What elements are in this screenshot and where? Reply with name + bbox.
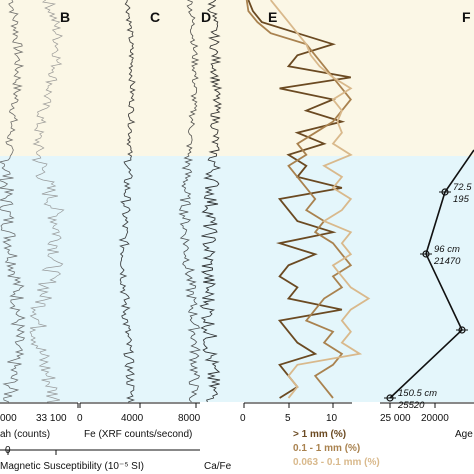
date-age-label: 195 [453, 194, 470, 205]
tick-label-fe-0: 0 [77, 413, 83, 424]
axis-label-left-counts: ah (counts) [0, 429, 50, 440]
tick-label-e-0: 0 [240, 413, 246, 424]
date-point [441, 188, 449, 196]
panel-letter-f: F [462, 9, 471, 25]
panel-letter-e: E [268, 9, 277, 25]
grain-size-plot [245, 0, 371, 399]
lower-zone-band [0, 156, 474, 402]
legend-fine: 0.063 - 0.1 mm (%) [293, 457, 380, 468]
axis-label-magsus: Magnetic Susceptibility (10⁻⁵ SI) [0, 461, 144, 472]
tick-label-4000: 4000 [121, 413, 144, 424]
date-age-label: 21470 [433, 256, 461, 267]
date-age-label: 25520 [397, 400, 425, 411]
proxy-traces [0, 0, 223, 403]
date-depth-label: 150.5 cm [398, 388, 437, 399]
tick-label-left-000: 000 [0, 413, 17, 424]
date-point [422, 250, 430, 258]
axis-label-fe: Fe (XRF counts/second) [84, 429, 192, 440]
axis-label-cafe: Ca/Fe [204, 461, 232, 472]
panel-letter-c: C [150, 9, 160, 25]
panel-letter-d: D [201, 9, 211, 25]
grain-series-coarse [247, 0, 351, 399]
grain-size-legend: > 1 mm (%) 0.1 - 1 mm (%) 0.063 - 0.1 mm… [293, 429, 380, 468]
trace-panel-c-fe [118, 0, 136, 403]
legend-coarse: > 1 mm (%) [293, 429, 346, 440]
grain-series-fine [269, 0, 371, 399]
tick-label-20000: 20000 [421, 413, 449, 424]
legend-medium: 0.1 - 1 mm (%) [293, 443, 360, 454]
axis-label-age: Age [455, 429, 473, 440]
grain-series-medium [245, 0, 353, 399]
panel-letter-b: B [60, 9, 70, 25]
tick-label-e-10: 10 [326, 413, 338, 424]
date-depth-label: 72.5 [453, 182, 472, 193]
trace-panel-d-cafe [199, 0, 223, 403]
tick-label-magsus-0: 0 [5, 445, 11, 456]
upper-zone-band [0, 0, 474, 156]
tick-label-e-5: 5 [285, 413, 291, 424]
trace-panel-b [29, 0, 65, 403]
tick-label-25000: 25 000 [380, 413, 411, 424]
date-point [386, 394, 394, 402]
trace-panel-c-secondary [178, 0, 201, 403]
date-point [458, 326, 466, 334]
trace-panel-a [0, 0, 26, 403]
date-depth-label: 96 cm [434, 244, 460, 255]
tick-label-33100: 33 100 [36, 413, 67, 424]
tick-label-8000: 8000 [178, 413, 201, 424]
bottom-axes [0, 402, 474, 455]
